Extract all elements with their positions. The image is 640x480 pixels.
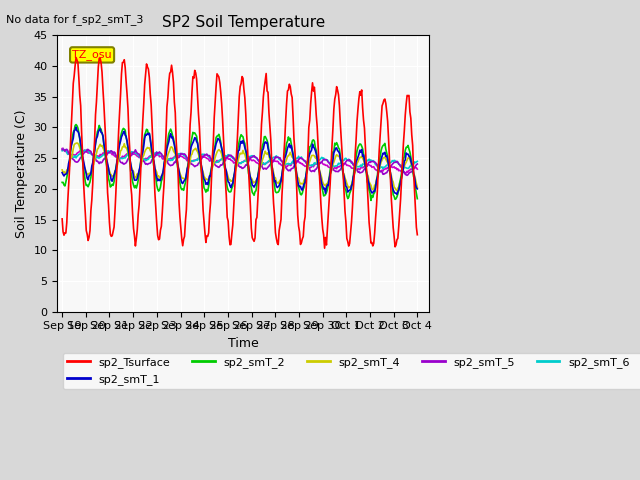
X-axis label: Time: Time xyxy=(228,337,259,350)
Text: No data for f_sp2_smT_3: No data for f_sp2_smT_3 xyxy=(6,14,144,25)
Title: SP2 Soil Temperature: SP2 Soil Temperature xyxy=(162,15,325,30)
Y-axis label: Soil Temperature (C): Soil Temperature (C) xyxy=(15,109,28,238)
Legend: sp2_Tsurface, sp2_smT_1, sp2_smT_2, sp2_smT_4, sp2_smT_5, sp2_smT_6, sp2_smT_7: sp2_Tsurface, sp2_smT_1, sp2_smT_2, sp2_… xyxy=(63,353,640,389)
Text: TZ_osu: TZ_osu xyxy=(72,49,112,60)
